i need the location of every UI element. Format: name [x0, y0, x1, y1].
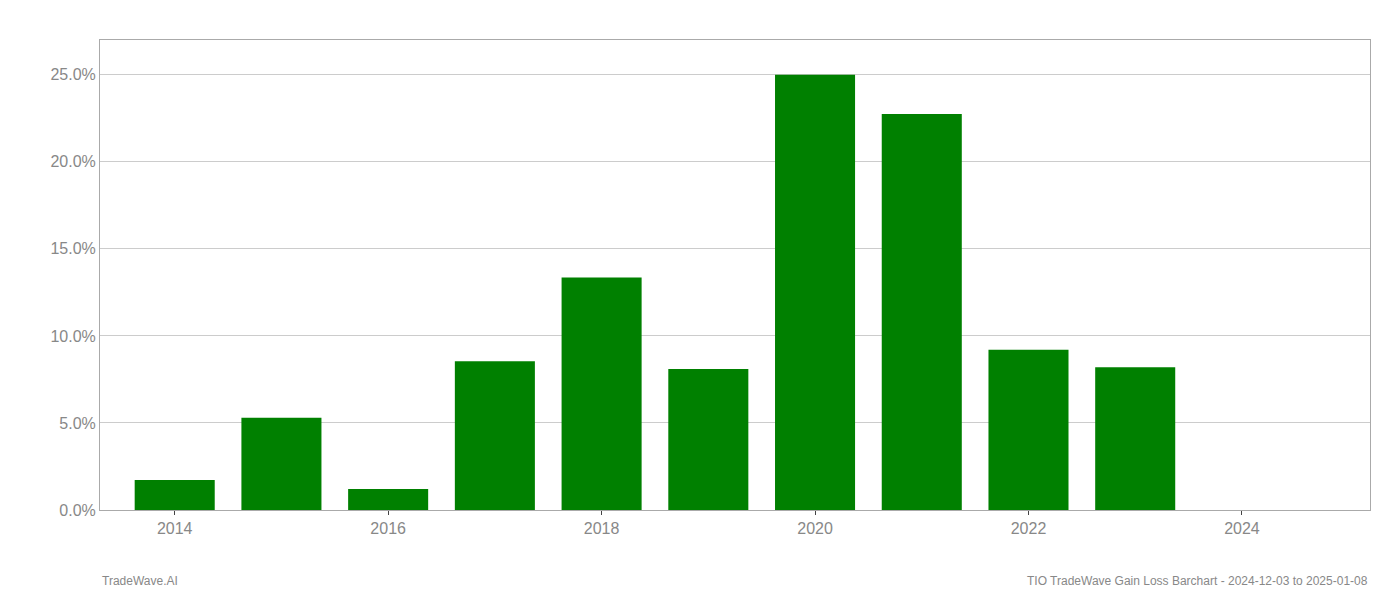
svg-text:TradeWave.AI: TradeWave.AI: [102, 574, 178, 588]
svg-text:25.0%: 25.0%: [50, 66, 95, 83]
svg-text:2020: 2020: [797, 520, 833, 537]
svg-text:2016: 2016: [370, 520, 406, 537]
svg-text:2018: 2018: [584, 520, 620, 537]
svg-text:2024: 2024: [1224, 520, 1260, 537]
svg-text:10.0%: 10.0%: [50, 328, 95, 345]
svg-text:5.0%: 5.0%: [59, 415, 95, 432]
svg-text:2014: 2014: [157, 520, 193, 537]
svg-text:2022: 2022: [1011, 520, 1047, 537]
svg-text:TIO TradeWave Gain Loss Barcha: TIO TradeWave Gain Loss Barchart - 2024-…: [1027, 574, 1368, 588]
svg-text:0.0%: 0.0%: [59, 502, 95, 519]
svg-text:15.0%: 15.0%: [50, 240, 95, 257]
svg-text:20.0%: 20.0%: [50, 153, 95, 170]
